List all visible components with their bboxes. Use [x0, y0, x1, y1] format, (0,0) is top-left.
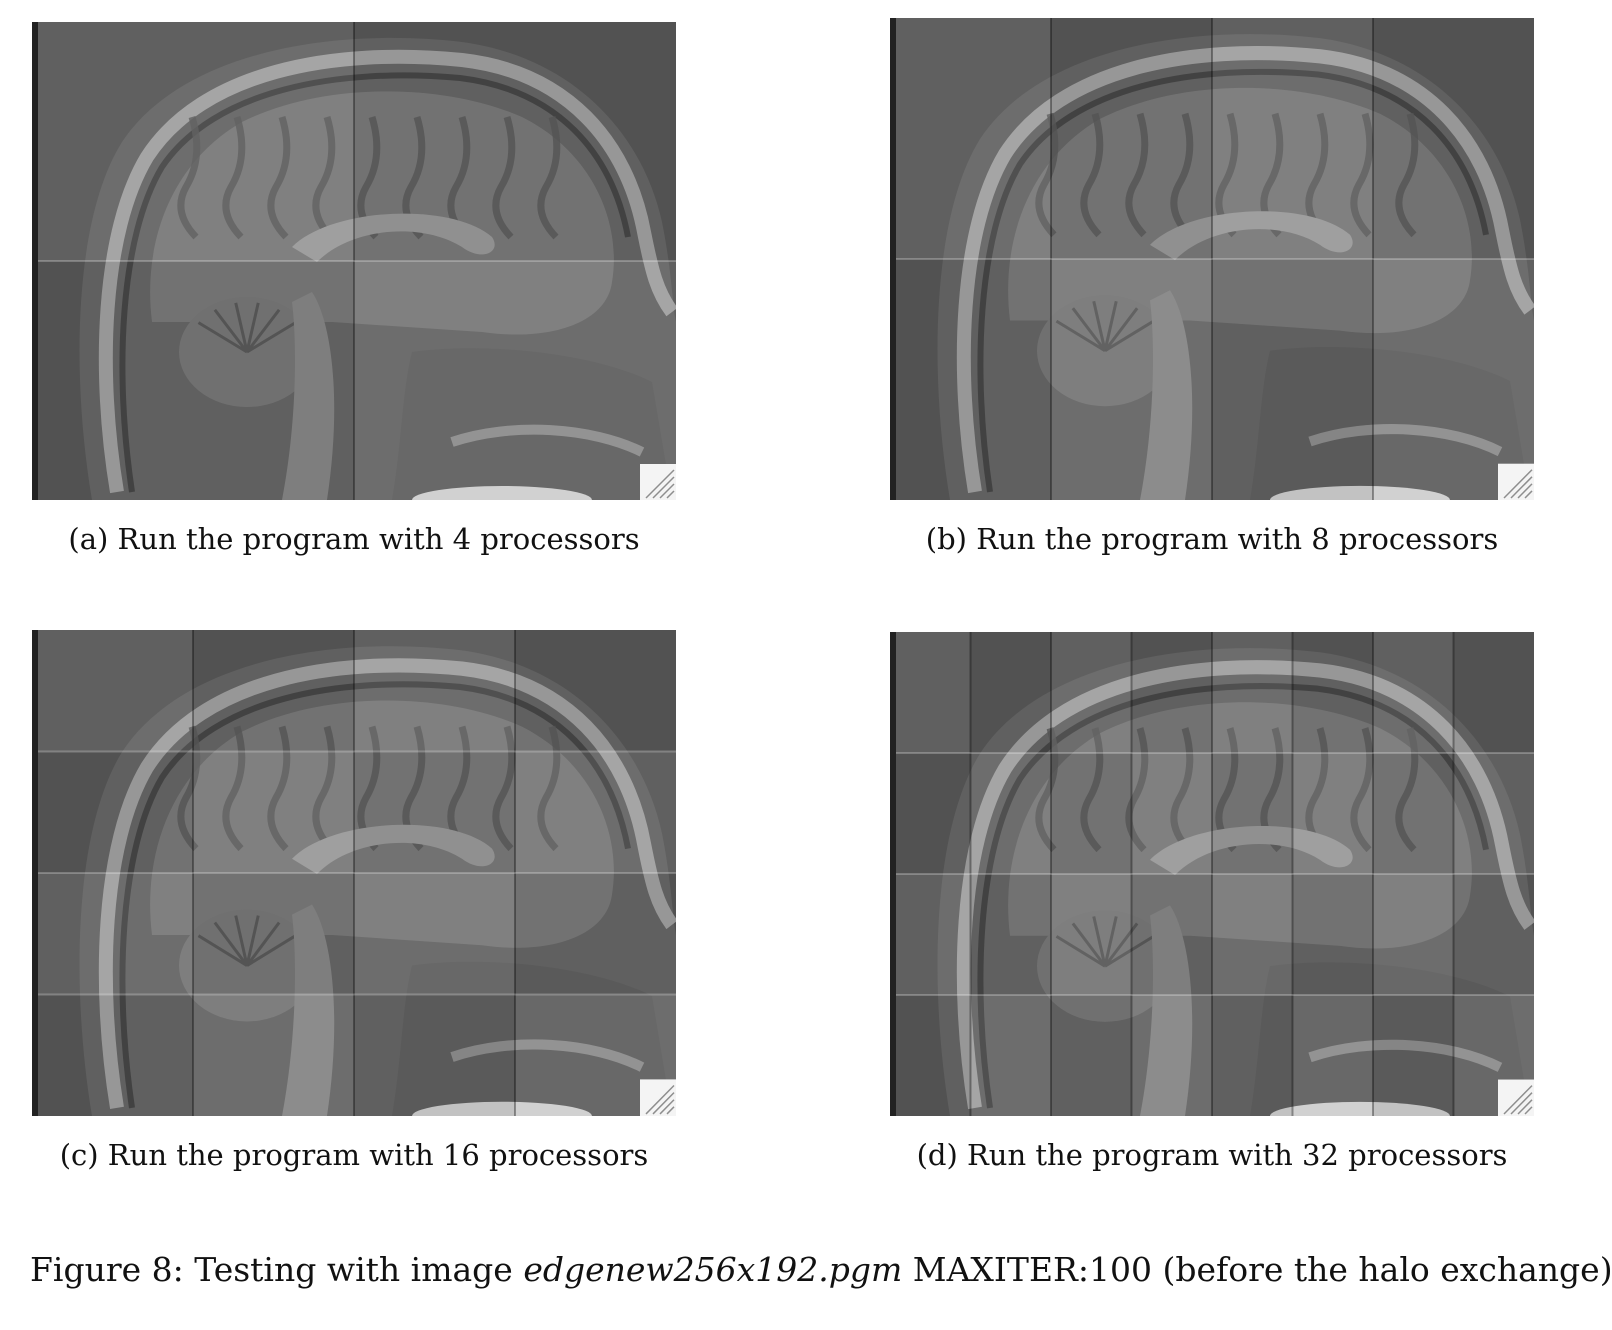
brain-mri-image-b	[890, 18, 1534, 500]
panel-b-image	[890, 18, 1534, 500]
panel-c-caption: (c) Run the program with 16 processors	[59, 1138, 649, 1172]
figure-caption: Figure 8: Testing with image edgenew256x…	[30, 1250, 1612, 1289]
brain-mri-image-d	[890, 632, 1534, 1116]
panel-d-caption: (d) Run the program with 32 processors	[916, 1138, 1508, 1172]
panel-c-image	[32, 630, 676, 1116]
figure-text-after: MAXITER:100 (before the halo exchange)	[912, 1250, 1612, 1289]
brain-mri-image-c	[32, 630, 676, 1116]
panel-b-caption: (b) Run the program with 8 processors	[925, 522, 1499, 556]
brain-mri-image-a	[32, 22, 676, 500]
panel-a-caption: (a) Run the program with 4 processors	[68, 522, 640, 556]
figure-text-before: Testing with image	[194, 1250, 513, 1289]
figure-filename: edgenew256x192.pgm	[523, 1250, 903, 1289]
panel-a-image	[32, 22, 676, 500]
panel-d-image	[890, 632, 1534, 1116]
figure-label: Figure 8:	[30, 1250, 184, 1289]
